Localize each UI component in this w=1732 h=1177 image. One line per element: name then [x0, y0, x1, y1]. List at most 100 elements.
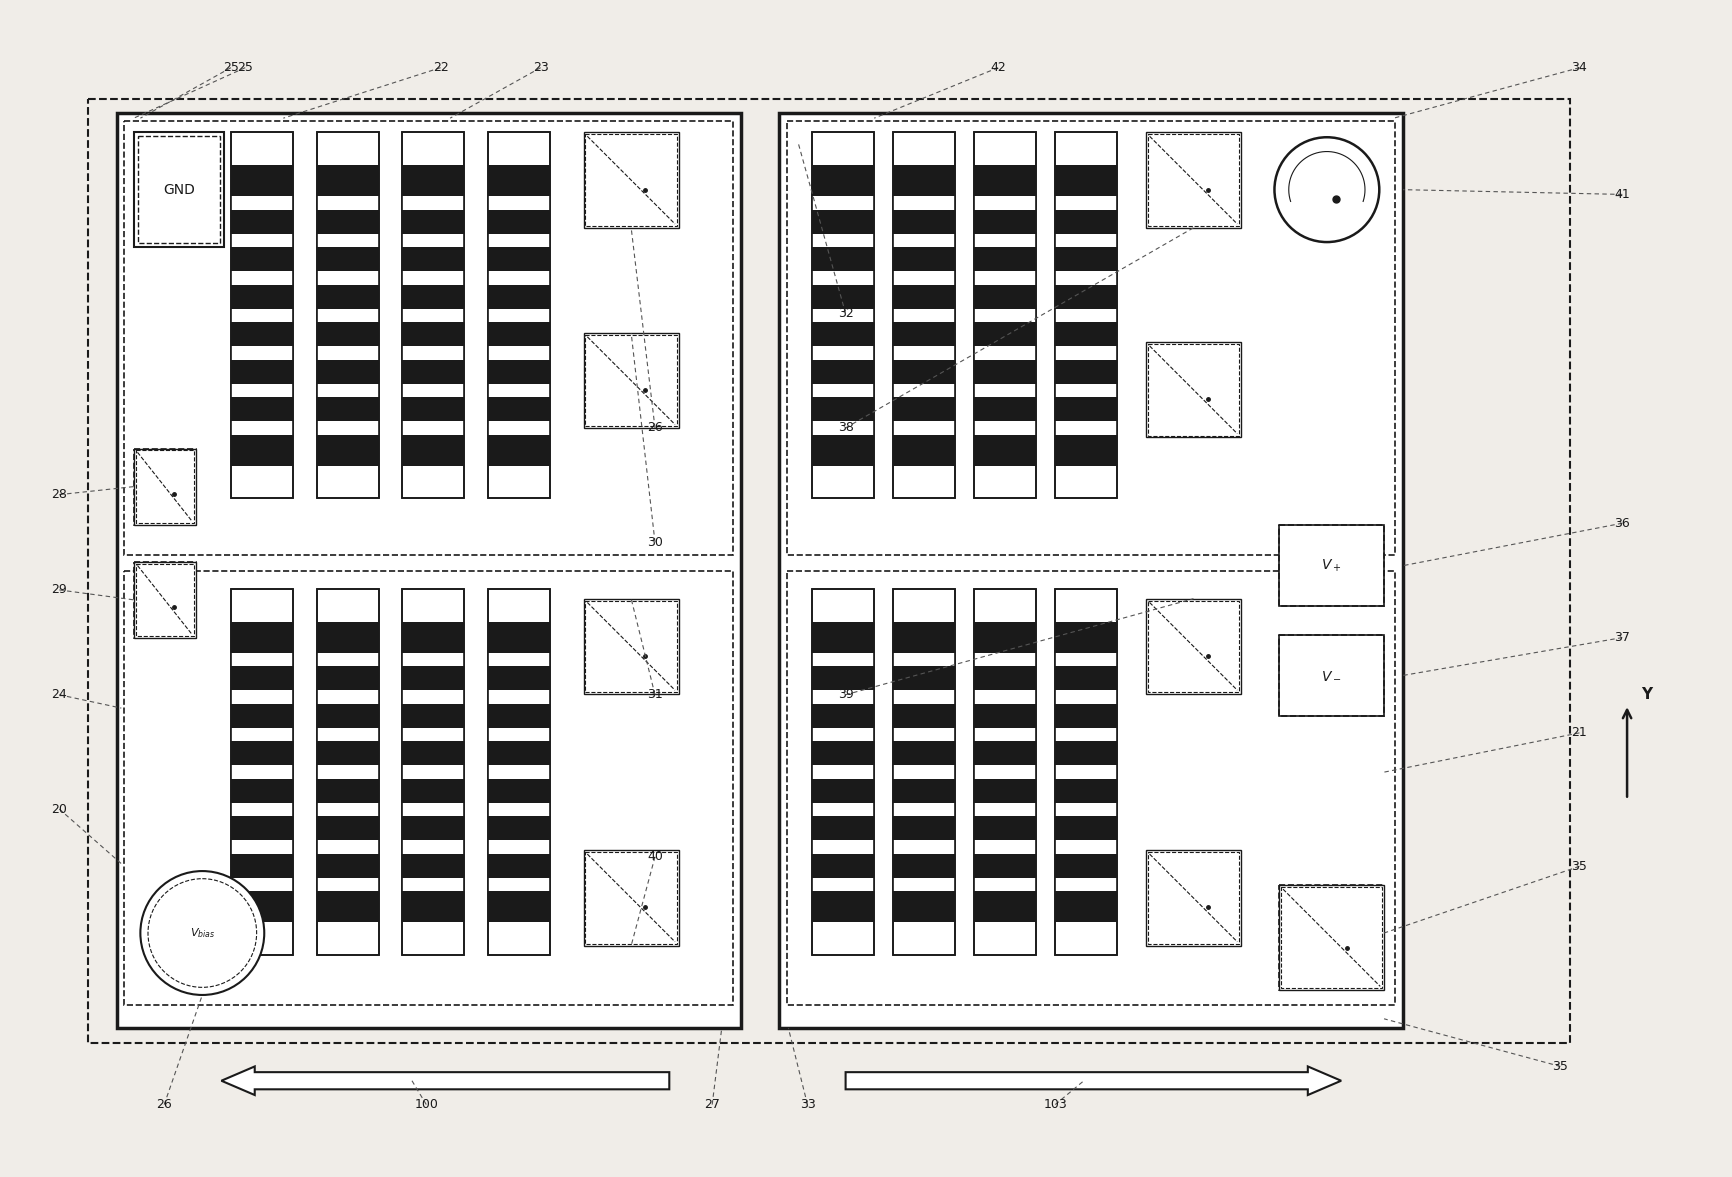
Bar	[488, 271, 551, 285]
Bar	[779, 113, 1403, 1029]
Bar	[584, 850, 679, 945]
Text: 22: 22	[433, 61, 449, 74]
Bar	[975, 197, 1036, 210]
Bar	[975, 133, 1036, 498]
Bar	[488, 803, 551, 817]
Bar	[894, 346, 956, 360]
Bar	[133, 561, 196, 638]
Text: $V_-$: $V_-$	[1322, 669, 1342, 683]
Bar	[1055, 803, 1117, 817]
Bar	[402, 765, 464, 779]
Bar	[402, 133, 464, 498]
Bar	[975, 133, 1036, 498]
Bar	[1055, 133, 1117, 498]
Bar	[402, 590, 464, 955]
Text: 103: 103	[1043, 1098, 1067, 1111]
Bar	[584, 133, 679, 228]
Bar	[230, 384, 293, 397]
Text: 26: 26	[648, 421, 663, 434]
Bar	[585, 335, 677, 426]
Bar	[488, 727, 551, 742]
Bar	[975, 878, 1036, 891]
Bar	[975, 840, 1036, 855]
Bar	[812, 308, 875, 322]
Bar	[1055, 197, 1117, 210]
Text: Y: Y	[1642, 687, 1652, 703]
Text: 23: 23	[533, 61, 549, 74]
Bar	[812, 133, 875, 498]
Bar	[1147, 343, 1242, 438]
Bar	[1148, 852, 1238, 944]
Bar	[317, 878, 379, 891]
Bar	[812, 727, 875, 742]
Bar	[402, 308, 464, 322]
Bar	[402, 271, 464, 285]
Bar	[133, 561, 196, 638]
Bar	[894, 590, 956, 955]
FancyArrow shape	[845, 1066, 1341, 1095]
Bar	[812, 271, 875, 285]
Bar	[894, 590, 956, 955]
Text: 33: 33	[800, 1098, 816, 1111]
Text: 39: 39	[838, 689, 854, 701]
Bar	[975, 384, 1036, 397]
Bar	[812, 346, 875, 360]
Bar	[230, 653, 293, 666]
Bar	[1055, 653, 1117, 666]
Bar	[812, 421, 875, 434]
Bar	[786, 121, 1396, 556]
Bar	[975, 234, 1036, 247]
Bar	[317, 590, 379, 955]
Text: $V_+$: $V_+$	[1322, 558, 1342, 574]
Bar	[488, 590, 551, 955]
Bar	[488, 623, 551, 923]
Bar	[317, 590, 379, 955]
Bar	[894, 271, 956, 285]
Bar	[975, 623, 1036, 923]
Bar	[317, 197, 379, 210]
Bar	[402, 384, 464, 397]
Bar	[1282, 887, 1382, 989]
Text: 34: 34	[1571, 61, 1587, 74]
Bar	[402, 133, 464, 498]
Bar	[1280, 885, 1384, 990]
Bar	[317, 133, 379, 498]
Bar	[402, 421, 464, 434]
Bar	[1055, 765, 1117, 779]
Text: 27: 27	[705, 1098, 721, 1111]
Bar	[125, 121, 733, 556]
Bar	[812, 590, 875, 955]
Bar	[317, 653, 379, 666]
Bar	[1055, 271, 1117, 285]
Bar	[230, 271, 293, 285]
Bar	[894, 727, 956, 742]
Bar	[230, 691, 293, 704]
Bar	[975, 803, 1036, 817]
Text: 36: 36	[1614, 517, 1630, 530]
Bar	[812, 765, 875, 779]
Bar	[317, 421, 379, 434]
Bar	[230, 197, 293, 210]
Bar	[812, 234, 875, 247]
Bar	[133, 448, 196, 525]
Bar	[402, 653, 464, 666]
Bar	[317, 840, 379, 855]
Bar	[402, 197, 464, 210]
Bar	[488, 133, 551, 498]
Bar	[894, 234, 956, 247]
FancyArrow shape	[222, 1066, 669, 1095]
Text: 20: 20	[52, 803, 68, 816]
Bar	[894, 623, 956, 923]
Bar	[230, 133, 293, 498]
Bar	[317, 803, 379, 817]
Bar	[894, 166, 956, 465]
Bar	[812, 384, 875, 397]
Bar	[1055, 727, 1117, 742]
Bar	[894, 133, 956, 498]
Bar	[317, 271, 379, 285]
Bar	[1280, 525, 1384, 606]
Bar	[402, 803, 464, 817]
Bar	[230, 590, 293, 955]
Bar	[894, 197, 956, 210]
Bar	[975, 765, 1036, 779]
